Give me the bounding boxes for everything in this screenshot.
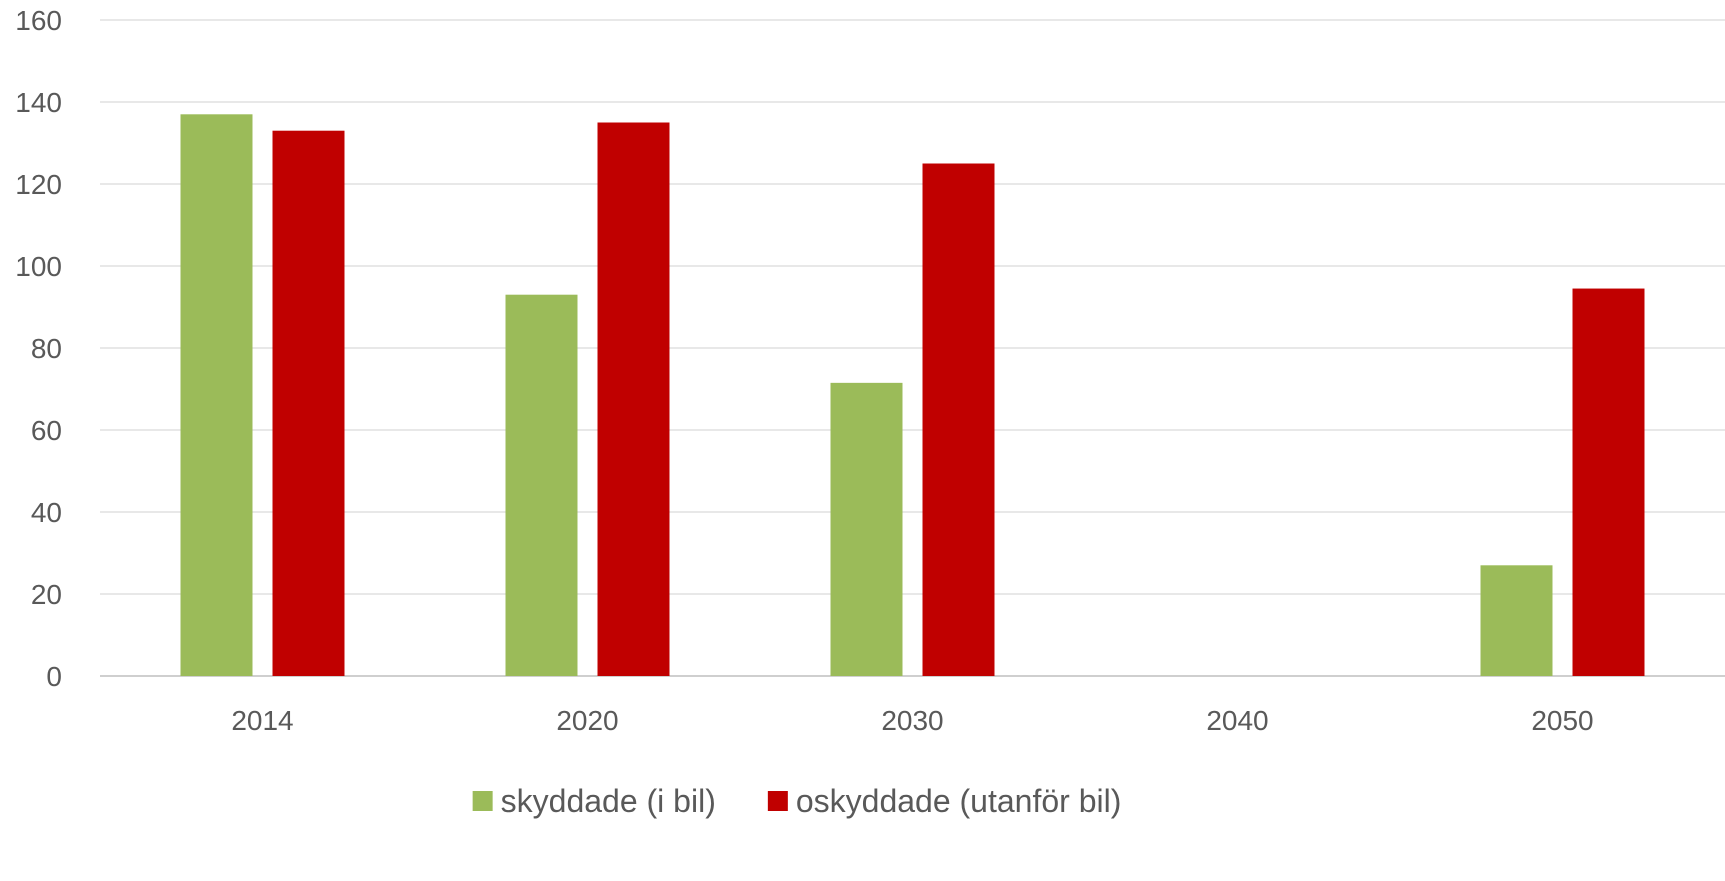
bar-skyddade-2020 bbox=[505, 294, 578, 676]
y-tick-label: 40 bbox=[31, 497, 62, 528]
x-tick-label: 2014 bbox=[231, 705, 293, 736]
y-tick-label: 160 bbox=[15, 5, 62, 36]
y-tick-label: 80 bbox=[31, 333, 62, 364]
legend-swatch bbox=[767, 791, 788, 811]
legend-swatch bbox=[472, 791, 493, 811]
bar-oskyddade-2030 bbox=[922, 163, 995, 676]
legend-label: skyddade (i bil) bbox=[501, 783, 716, 819]
bar-oskyddade-2014 bbox=[272, 130, 345, 676]
legend: skyddade (i bil) oskyddade (utanför bil) bbox=[472, 783, 1122, 819]
bar-oskyddade-2020 bbox=[597, 122, 670, 676]
x-tick-label: 2050 bbox=[1531, 705, 1593, 736]
y-tick-label: 20 bbox=[31, 579, 62, 610]
bars bbox=[180, 114, 1645, 677]
y-tick-label: 140 bbox=[15, 87, 62, 118]
legend-item-skyddade: skyddade (i bil) bbox=[472, 783, 716, 819]
y-tick-label: 0 bbox=[46, 661, 62, 692]
y-axis-tick-labels: 0 20 40 60 80 100 120 140 160 bbox=[15, 5, 62, 692]
legend-item-oskyddade: oskyddade (utanför bil) bbox=[767, 783, 1122, 819]
y-tick-label: 120 bbox=[15, 169, 62, 200]
bar-oskyddade-2050 bbox=[1572, 288, 1645, 676]
legend-label: oskyddade (utanför bil) bbox=[796, 783, 1122, 819]
gridlines bbox=[100, 19, 1725, 677]
bar-skyddade-2050 bbox=[1480, 565, 1553, 676]
bar-skyddade-2030 bbox=[830, 382, 903, 676]
y-tick-label: 100 bbox=[15, 251, 62, 282]
x-tick-label: 2030 bbox=[881, 705, 943, 736]
y-tick-label: 60 bbox=[31, 415, 62, 446]
x-axis-tick-labels: 2014 2020 2030 2040 2050 bbox=[231, 705, 1593, 736]
x-tick-label: 2040 bbox=[1206, 705, 1268, 736]
bar-skyddade-2014 bbox=[180, 114, 253, 677]
x-tick-label: 2020 bbox=[556, 705, 618, 736]
